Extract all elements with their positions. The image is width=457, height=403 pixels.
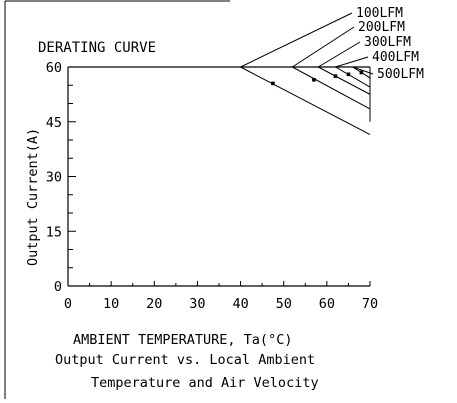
chart-title: DERATING CURVE [38, 40, 156, 56]
marker-500lfm [359, 70, 364, 75]
marker-300lfm [333, 74, 338, 78]
derating-line-100lfm [240, 66, 371, 135]
x-tick-label: 70 [362, 296, 378, 312]
x-tick-label: 50 [276, 296, 292, 312]
axes: 0 10 20 30 40 50 60 70 0 15 30 45 60 [46, 60, 378, 312]
caption-line-1: Output Current vs. Local Ambient [55, 352, 315, 368]
derating-line-400lfm [335, 66, 371, 88]
x-axis-label: AMBIENT TEMPERATURE, Ta(°C) [73, 332, 292, 348]
legend-label-500lfm: 500LFM [377, 67, 424, 82]
y-tick-label: 0 [54, 279, 62, 295]
derating-line-300lfm [317, 66, 371, 95]
derating-line-200lfm [292, 66, 371, 110]
x-tick-label: 60 [319, 296, 335, 312]
x-tick-label: 40 [232, 296, 248, 312]
caption-line-2: Temperature and Air Velocity [91, 375, 319, 391]
leader-line-300lfm [317, 41, 361, 68]
legend-label-400lfm: 400LFM [372, 50, 419, 65]
y-tick-label: 15 [46, 224, 62, 240]
y-tick-label: 60 [46, 60, 62, 76]
leader-line-400lfm [335, 56, 369, 68]
x-tick-label: 20 [146, 296, 162, 312]
legend-label-200lfm: 200LFM [358, 20, 405, 35]
marker-200lfm [312, 77, 316, 82]
series-lines [240, 66, 371, 135]
x-tick-label: 0 [64, 296, 72, 312]
marker-400lfm [346, 72, 351, 77]
y-tick-label: 30 [46, 170, 62, 186]
marker-100lfm [271, 81, 275, 86]
y-tick-label: 45 [46, 115, 62, 131]
legend-label-300lfm: 300LFM [364, 35, 411, 50]
leader-line-500lfm [352, 66, 374, 75]
y-axis-label: Output Current(A) [25, 128, 41, 266]
leader-line-200lfm [292, 26, 355, 68]
leader-line-100lfm [240, 12, 353, 68]
legend-label-100lfm: 100LFM [356, 6, 403, 21]
x-tick-label: 30 [189, 296, 205, 312]
x-tick-label: 10 [103, 296, 119, 312]
